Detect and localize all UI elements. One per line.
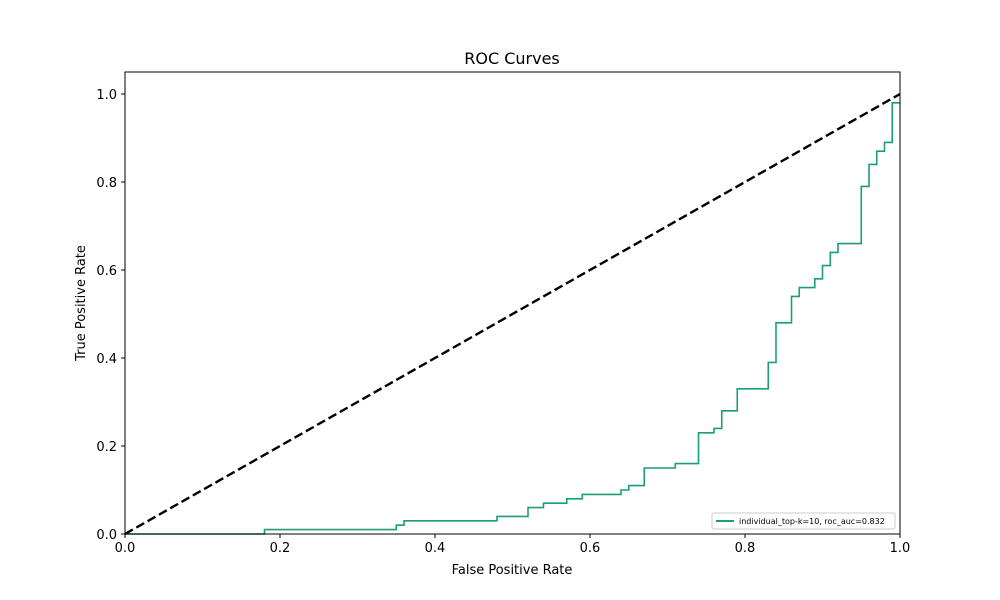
y-tick-label: 0.8 bbox=[96, 176, 117, 191]
y-tick-label: 1.0 bbox=[96, 88, 117, 103]
x-axis: 0.0 0.2 0.4 0.6 0.8 1.0 bbox=[115, 534, 911, 556]
y-tick-label: 0.2 bbox=[96, 440, 117, 455]
chart-title: ROC Curves bbox=[464, 49, 560, 68]
y-tick-label: 0.6 bbox=[96, 264, 117, 279]
y-axis: 0.0 0.2 0.4 0.6 0.8 1.0 bbox=[96, 88, 125, 543]
y-tick-label: 0.4 bbox=[96, 352, 117, 367]
x-tick-label: 0.8 bbox=[735, 541, 756, 556]
x-tick-label: 0.0 bbox=[115, 541, 136, 556]
x-tick-label: 0.2 bbox=[270, 541, 291, 556]
x-tick-label: 0.6 bbox=[580, 541, 601, 556]
x-tick-label: 0.4 bbox=[425, 541, 446, 556]
legend: individual_top-k=10, roc_auc=0.832 bbox=[711, 512, 896, 530]
diagonal-reference-line bbox=[124, 92, 901, 536]
legend-label: individual_top-k=10, roc_auc=0.832 bbox=[739, 517, 885, 526]
y-axis-title: True Positive Rate bbox=[74, 245, 89, 362]
x-axis-title: False Positive Rate bbox=[452, 563, 573, 578]
y-tick-label: 0.0 bbox=[96, 528, 117, 543]
legend-box bbox=[711, 512, 896, 530]
plot-area bbox=[124, 92, 901, 536]
roc-series-line-0 bbox=[125, 102, 900, 535]
x-tick-label: 1.0 bbox=[890, 541, 911, 556]
plot-frame bbox=[124, 71, 901, 535]
